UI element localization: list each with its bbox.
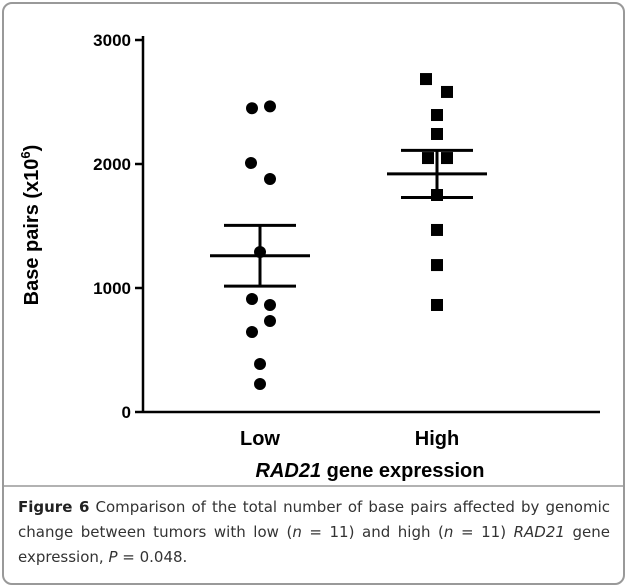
point xyxy=(245,157,257,170)
caption-text: n xyxy=(292,523,302,541)
y-title-text: ) xyxy=(21,145,43,152)
caption-text: = 11) xyxy=(453,523,514,541)
point xyxy=(246,102,258,115)
y-axis-title: Base pairs (x106) xyxy=(18,145,43,306)
point xyxy=(431,127,443,140)
caption: Figure 6 Comparison of the total number … xyxy=(18,495,610,570)
point xyxy=(264,100,276,113)
caption-text: = 11) and high ( xyxy=(301,523,444,541)
y-title-text: Base pairs (x10 xyxy=(21,159,43,306)
y-tick-label: 0 xyxy=(122,403,131,422)
point xyxy=(431,223,443,236)
caption-label: Figure 6 xyxy=(18,498,90,516)
point xyxy=(431,259,443,272)
point xyxy=(246,293,258,306)
point xyxy=(264,298,276,311)
caption-text: Comparison of the total number of base p… xyxy=(18,498,610,541)
point xyxy=(422,152,434,165)
point xyxy=(254,377,266,390)
x-axis-title: RAD21 gene expression xyxy=(256,460,485,482)
y-tick-label: 2000 xyxy=(93,155,131,174)
point xyxy=(431,109,443,122)
point xyxy=(441,85,453,98)
x-title-text: gene expression xyxy=(321,460,484,482)
caption-text: P xyxy=(108,548,118,566)
point xyxy=(246,326,258,339)
y-title-sup: 6 xyxy=(18,151,33,158)
x-title-gene: RAD21 xyxy=(256,460,322,482)
point xyxy=(420,73,432,86)
point xyxy=(264,314,276,327)
x-tick-label: Low xyxy=(240,428,280,450)
caption-text: gene expression, xyxy=(18,523,610,566)
point xyxy=(431,298,443,311)
caption-text: = 0.048. xyxy=(117,548,188,566)
point xyxy=(264,173,276,186)
caption-text: RAD21 xyxy=(513,523,565,541)
chart: Base pairs (x106) RAD21 gene expression … xyxy=(2,31,625,487)
y-tick-label: 3000 xyxy=(93,31,131,50)
caption-text: n xyxy=(443,523,454,541)
point xyxy=(441,152,453,165)
y-tick-label: 1000 xyxy=(93,279,131,298)
x-tick-label: High xyxy=(415,428,459,450)
point xyxy=(254,358,266,371)
